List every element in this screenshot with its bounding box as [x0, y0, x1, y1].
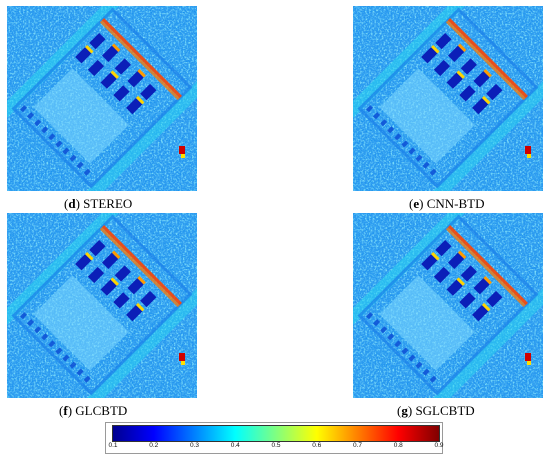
caption-f: (f) GLCBTD [59, 403, 128, 418]
caption-letter-g: g [401, 403, 408, 418]
colorbar-tick-label: 0.6 [312, 442, 322, 449]
panel-image-f [7, 213, 197, 398]
panel-image-g [353, 213, 543, 398]
caption-letter-d: d [68, 196, 76, 211]
caption-letter-e: e [413, 196, 420, 211]
colorbar-tick-label: 0.3 [189, 442, 200, 449]
colorbar-tick-label: 0.4 [230, 442, 240, 449]
caption-letter-f: f [63, 403, 68, 418]
caption-label-d: STEREO [83, 196, 133, 211]
caption-label-g: SGLCBTD [415, 403, 475, 418]
caption-g: (g) SGLCBTD [397, 403, 475, 418]
panel-image-d [7, 6, 197, 191]
map-panel-e [353, 6, 543, 191]
caption-e: (e) CNN-BTD [409, 196, 485, 211]
caption-d: (d) STEREO [64, 196, 133, 211]
caption-label-f: GLCBTD [75, 403, 128, 418]
colorbar-tick-label: 0.9 [434, 442, 444, 449]
caption-label-e: CNN-BTD [426, 196, 485, 211]
colorbar-gradient [112, 425, 440, 442]
colorbar-tick-label: 0.5 [271, 442, 281, 449]
map-panel-f [7, 213, 197, 398]
colorbar-tick-label: 0.1 [108, 442, 118, 449]
colorbar: 0.1 0.2 0.3 0.4 0.5 0.6 0.7 0.8 0.9 [105, 422, 444, 454]
map-panel-g [353, 213, 543, 398]
map-panel-d [7, 6, 197, 191]
colorbar-tick-label: 0.2 [149, 442, 159, 449]
panel-image-e [353, 6, 543, 191]
colorbar-tick-label: 0.8 [393, 442, 403, 449]
colorbar-tick-label: 0.7 [352, 442, 363, 449]
